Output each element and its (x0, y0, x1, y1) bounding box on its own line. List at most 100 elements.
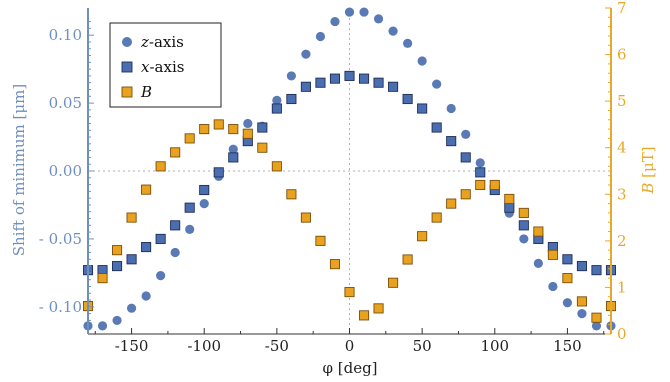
right-y-tick-label: 6 (617, 46, 627, 64)
series-0-point (199, 199, 209, 209)
series-2-point (286, 189, 297, 200)
x-tick-label: 150 (553, 337, 582, 355)
series-2-point (533, 226, 544, 237)
series-0-point (228, 144, 238, 154)
series-0-point (388, 26, 398, 36)
series-1-point (213, 167, 224, 178)
series-2-point (112, 245, 123, 256)
series-0-point (243, 118, 253, 129)
series-1-point (300, 81, 311, 92)
series-2-point (242, 128, 253, 139)
series-0-point (97, 321, 108, 331)
series-0-point (533, 258, 543, 268)
legend-marker (121, 61, 133, 73)
series-0-point (359, 7, 369, 17)
left-y-tick-label: 0.05 (49, 94, 82, 112)
series-1-point (562, 254, 573, 265)
series-1-point (126, 254, 137, 265)
series-2-point (170, 147, 181, 158)
series-0-point (272, 95, 282, 105)
x-tick-label: 50 (413, 337, 432, 355)
left-y-tick-label: 0.10 (49, 26, 82, 44)
series-0-point (432, 79, 442, 89)
series-2-point (417, 231, 428, 242)
series-2-point (402, 254, 413, 265)
right-y-tick-label: 5 (617, 92, 627, 110)
series-0-point (141, 291, 151, 301)
series-1-point (446, 136, 457, 147)
series-2-point (155, 161, 166, 172)
series-1-point (417, 103, 428, 114)
series-2-point (460, 189, 471, 200)
series-1-point (315, 77, 326, 88)
series-1-point (358, 73, 370, 84)
x-axis-label: φ [deg] (322, 359, 377, 377)
series-2-point (576, 296, 587, 307)
series-2-point (329, 259, 341, 270)
tick-labels: -150 -100 -50 0 50 100 150- 0.10- 0.050.000.05… (39, 0, 627, 355)
series-2-point (518, 207, 529, 218)
series-2-point (141, 184, 152, 195)
series-2-point (184, 133, 195, 144)
series-0-point (417, 56, 427, 66)
right-y-tick-label: 1 (617, 278, 627, 296)
series-0-point (475, 158, 485, 168)
series-1-point (141, 242, 152, 253)
legend: z-axis x-axis B (109, 22, 222, 108)
series-0-point (315, 31, 326, 42)
series-0-point (591, 321, 602, 331)
series-2-point (358, 310, 370, 321)
reference-lines (88, 8, 611, 334)
series-0-point (112, 315, 122, 326)
series-2-point (126, 212, 137, 223)
series-2-point (315, 235, 326, 246)
right-y-tick-label: 2 (617, 232, 627, 250)
series-1-point (344, 70, 355, 81)
series-1-point (228, 152, 239, 163)
right-y-tick-label: 0 (617, 325, 627, 343)
right-y-tick-label: 4 (617, 139, 627, 157)
series-2-point (97, 273, 108, 284)
series-2-point (373, 303, 384, 314)
right-y-tick-label: 3 (617, 185, 627, 203)
series-1-point (591, 265, 602, 276)
series-1-point (431, 122, 442, 133)
series-1-point (170, 220, 181, 231)
series-0-point (577, 309, 587, 319)
series-1-point (576, 261, 587, 272)
series-0-point (170, 247, 180, 258)
series-2-point (300, 212, 311, 223)
series-1-point (504, 202, 515, 213)
x-tick-label: -100 (187, 337, 221, 355)
legend-marker (122, 37, 132, 47)
legend-label: x-axis (141, 58, 184, 76)
series-2-point (388, 277, 399, 288)
series-0-point (156, 270, 166, 281)
right-y-tick-label: 7 (617, 0, 627, 17)
series-0-point (286, 71, 296, 81)
series-0-point (446, 103, 456, 114)
series-2-point (547, 249, 558, 260)
left-y-tick-label: - 0.05 (39, 230, 82, 248)
series-2-point (562, 273, 573, 284)
series-1-point (184, 202, 195, 213)
series-1-point (271, 103, 282, 114)
series-2-point (344, 287, 355, 298)
series-2-point (271, 161, 282, 172)
series-1-point (518, 220, 529, 231)
series-2-point (257, 142, 268, 153)
series-1-point (402, 93, 413, 105)
left-y-tick-label: - 0.10 (39, 298, 82, 316)
series-1-point (257, 122, 268, 133)
series-0-point (185, 224, 195, 235)
series-0-point (461, 129, 471, 139)
legend-marker (121, 86, 133, 98)
series-2-point (228, 124, 239, 135)
series-2-point (475, 179, 486, 191)
legend-label: B (140, 83, 152, 101)
series-1-point (460, 152, 471, 163)
x-tick-label: 0 (345, 337, 355, 355)
series-0-point (301, 49, 311, 59)
series-0-point (562, 298, 573, 308)
